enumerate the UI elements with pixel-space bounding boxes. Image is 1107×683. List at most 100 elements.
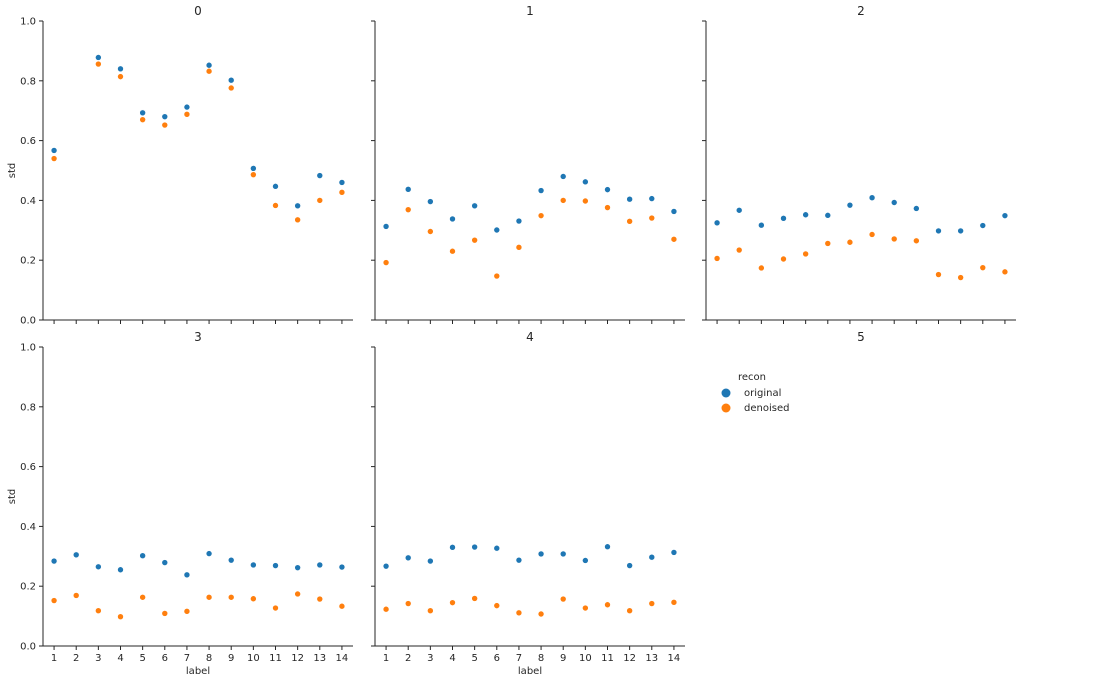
point-denoised [868, 231, 876, 238]
point-denoised [316, 595, 324, 603]
point-original [648, 553, 656, 561]
x-tick-label: 9 [560, 653, 566, 664]
point-original [493, 226, 501, 234]
point-original [205, 550, 213, 557]
point-original [449, 215, 456, 223]
y-axis-title: std [7, 489, 18, 504]
point-original [626, 195, 633, 203]
point-denoised [626, 607, 633, 615]
point-denoised [471, 236, 478, 244]
point-denoised [957, 274, 964, 281]
point-denoised [338, 602, 346, 610]
point-original [427, 198, 434, 205]
point-denoised [582, 604, 589, 612]
panel-5: 5 [857, 330, 865, 344]
x-tick-label: 11 [269, 653, 282, 664]
legend-marker-original [721, 388, 731, 398]
point-denoised [670, 599, 678, 606]
point-denoised [604, 204, 611, 211]
point-denoised [427, 228, 434, 235]
x-tick-label: 2 [73, 653, 79, 664]
panel-title: 3 [194, 330, 202, 344]
point-denoised [183, 110, 191, 118]
point-denoised [338, 189, 346, 196]
point-denoised [161, 610, 169, 617]
point-original [582, 557, 589, 564]
point-denoised [758, 264, 765, 272]
point-original [250, 165, 257, 172]
x-tick-label: 10 [579, 653, 592, 664]
point-original [471, 543, 478, 551]
point-original [868, 194, 876, 202]
x-tick-label: 8 [538, 653, 544, 664]
point-original [117, 65, 124, 73]
y-tick-label: 1.0 [20, 343, 36, 354]
x-tick-label: 7 [184, 653, 190, 664]
point-denoised [537, 212, 545, 219]
x-tick-label: 5 [139, 653, 145, 664]
point-denoised [250, 171, 257, 178]
x-tick-label: 10 [247, 653, 260, 664]
point-denoised [515, 244, 523, 251]
point-original [604, 186, 611, 193]
x-tick-label: 1 [51, 653, 57, 664]
point-original [648, 195, 656, 202]
point-original [713, 219, 721, 227]
point-denoised [890, 235, 898, 243]
point-denoised [205, 67, 213, 75]
point-denoised [493, 602, 501, 609]
point-denoised [227, 593, 235, 601]
point-original [537, 550, 545, 558]
x-tick-label: 4 [117, 653, 123, 664]
point-original [515, 217, 523, 225]
point-original [979, 222, 987, 229]
x-axis-title: label [186, 666, 210, 677]
legend-marker-denoised [721, 403, 731, 413]
point-original [670, 549, 678, 556]
point-denoised [979, 264, 987, 271]
x-tick-label: 1 [383, 653, 389, 664]
point-original [846, 201, 854, 209]
point-original [780, 215, 787, 222]
point-original [338, 563, 346, 571]
y-tick-label: 0.4 [20, 196, 36, 207]
x-tick-label: 8 [206, 653, 212, 664]
point-denoised [250, 595, 257, 603]
point-original [471, 202, 478, 210]
x-tick-label: 9 [228, 653, 234, 664]
point-denoised [449, 247, 456, 255]
point-denoised [604, 601, 611, 609]
x-tick-label: 5 [471, 653, 477, 664]
point-denoised [382, 259, 390, 266]
point-denoised [294, 216, 301, 224]
y-tick-label: 0.8 [20, 402, 36, 413]
x-tick-label: 13 [645, 653, 658, 664]
y-tick-label: 0.2 [20, 256, 36, 267]
point-denoised [471, 595, 478, 602]
point-denoised [780, 255, 787, 263]
panel-3: 30.00.20.40.60.81.01 2 3 4 5 6 7 8 9 10 11 12 13 14st… [7, 330, 353, 677]
point-original [449, 544, 456, 551]
point-original [382, 223, 390, 230]
y-axis-title: std [7, 163, 18, 178]
legend-label-original: original [744, 388, 781, 399]
legend: recon original denoised [721, 372, 789, 414]
point-original [890, 199, 898, 206]
point-original [294, 564, 301, 571]
x-tick-label: 6 [494, 653, 500, 664]
point-original [626, 562, 633, 569]
legend-label-denoised: denoised [744, 403, 789, 414]
point-denoised [117, 73, 124, 80]
point-original [95, 54, 102, 61]
point-original [670, 208, 678, 215]
point-denoised [935, 271, 942, 278]
point-original [404, 554, 412, 562]
point-original [72, 551, 80, 559]
point-original [1001, 212, 1009, 219]
point-denoised [404, 600, 412, 607]
point-denoised [139, 116, 146, 123]
point-denoised [559, 197, 567, 204]
